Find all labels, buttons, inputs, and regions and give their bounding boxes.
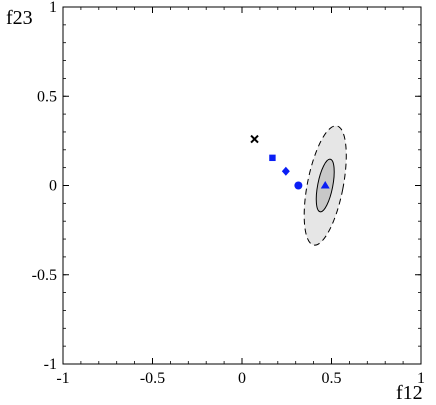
x-axis-ticks: -1 -0.5 0 0.5 1 [56, 7, 425, 387]
y-tick-label: 0.5 [37, 88, 57, 105]
x-tick-label: 1 [417, 370, 425, 387]
point-square [269, 154, 276, 162]
y-axis-ticks: -1 -0.5 0 0.5 1 [32, 0, 421, 373]
x-tick-label: -1 [56, 370, 69, 387]
y-tick-label: 1 [49, 0, 57, 16]
x-tick-label: -0.5 [140, 370, 165, 387]
x-tick-label: 0.5 [322, 370, 342, 387]
point-cross [250, 134, 259, 144]
cross-stroke [250, 134, 259, 144]
point-circle [294, 181, 303, 190]
plot-frame [62, 6, 422, 365]
data-points [250, 134, 330, 190]
y-tick-label: 0 [49, 178, 57, 195]
y-tick-label: -0.5 [32, 267, 57, 284]
x-axis-label: f12 [396, 382, 423, 404]
point-triangle [320, 181, 330, 189]
x-tick-label: 0 [238, 370, 246, 387]
y-tick-label: -1 [44, 356, 57, 373]
point-diamond [281, 166, 290, 176]
y-axis-label: f23 [6, 7, 33, 29]
